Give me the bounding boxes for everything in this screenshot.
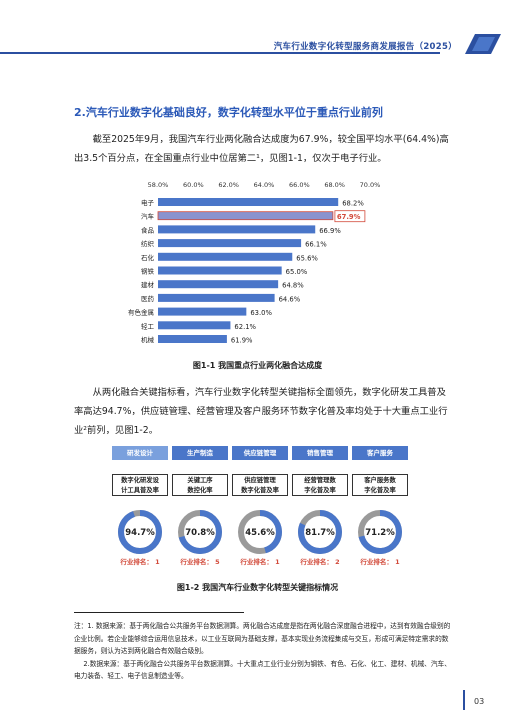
bar [158, 321, 231, 330]
x-tick-label: 60.0% [183, 181, 204, 189]
donut-fill [178, 510, 222, 554]
donut-value-label: 70.8% [185, 528, 215, 538]
x-tick-label: 68.0% [324, 181, 345, 189]
bar [158, 252, 293, 261]
bar-value-label: 65.0% [286, 268, 308, 276]
category-label: 食品 [141, 225, 154, 234]
metric-name-box: 关键工序 数控化率 [172, 474, 228, 496]
metric-donut: 71.2% [358, 510, 402, 554]
donut-value-label: 45.6% [245, 528, 275, 538]
bar [158, 198, 339, 206]
header-rule [0, 52, 440, 54]
donut-fill [298, 510, 342, 554]
donut-value-label: 94.7% [125, 528, 155, 538]
category-header: 供应链管理 [232, 446, 288, 460]
x-tick-label: 64.0% [254, 181, 275, 189]
metric-name-line1: 关键工序 [187, 477, 213, 484]
bar [158, 225, 316, 234]
metric-name-line1: 供应链管理 [244, 477, 276, 484]
metric-donut: 45.6% [238, 510, 282, 554]
footnote-divider [74, 612, 244, 613]
industry-rank: 行业排名： 5 [180, 558, 220, 566]
paragraph-1: 截至2025年9月，我国汽车行业两化融合达成度为67.9%，较全国平均水平(64… [74, 134, 449, 164]
category-label: 石化 [141, 253, 155, 262]
bar-highlight [157, 211, 334, 221]
donut-value-label: 81.7% [305, 528, 335, 538]
section-title: 2.汽车行业数字化基础良好，数字化转型水平位于重点行业前列 [74, 106, 383, 119]
metric-donut: 94.7% [118, 510, 162, 554]
industry-rank: 行业排名： 2 [300, 558, 340, 566]
bar-value-label: 65.6% [296, 254, 318, 262]
highlight-value-box [334, 210, 366, 223]
donut-fill [358, 510, 402, 554]
bar-value-label: 64.8% [282, 282, 304, 290]
footnote-1: 注：1. 数据来源：基于两化融合公共服务平台数据测算。两化融合达成度是指在两化融… [74, 622, 451, 655]
metric-donut: 81.7% [298, 510, 342, 554]
paragraph-2: 从两化融合关键指标看，汽车行业数字化转型关键指标全面领先，数字化研发工具普及率高… [74, 387, 448, 436]
category-header: 销售管理 [292, 446, 348, 460]
category-label: 电子 [141, 198, 155, 207]
figure-2-caption: 图1-2 我国汽车行业数字化转型关键指标情况 [176, 583, 339, 592]
donut-fill [238, 510, 282, 554]
bar-value-label: 68.2% [342, 200, 364, 208]
category-label: 汽车 [141, 212, 155, 221]
header-decoration-icon [465, 34, 501, 54]
bar-value-label: 61.9% [231, 337, 253, 345]
category-header: 研发设计 [112, 446, 168, 460]
bar [158, 307, 247, 316]
metric-name-box: 数字化研发设 计工具普及率 [112, 474, 168, 496]
page-number-rule [463, 690, 465, 710]
x-tick-label: 58.0% [148, 181, 169, 189]
category-label: 有色金属 [128, 308, 154, 317]
footnote-2: 2.数据来源：基于两化融合公共服务平台数据测算。十大重点工业行业分别为钢铁、有色… [74, 659, 451, 681]
metric-name-box: 客户服务数字化普及率 [352, 474, 408, 496]
x-tick-label: 66.0% [289, 181, 310, 189]
bar [158, 266, 282, 275]
industry-rank: 行业排名： 1 [120, 558, 160, 566]
header-title: 汽车行业数字化转型服务商发展报告（2025） [273, 42, 457, 52]
donut-fill [118, 510, 162, 554]
bar [158, 293, 275, 302]
category-header: 客户服务 [352, 446, 408, 460]
category-label: 钢铁 [141, 267, 155, 276]
bar-value-label: 66.9% [319, 227, 341, 235]
bar-value-label: 66.1% [305, 241, 327, 249]
metric-name-box: 经营管理数字化普及率 [292, 474, 348, 496]
page-header: 汽车行业数字化转型服务商发展报告（2025） [0, 0, 515, 62]
industry-integration-bar-chart: 58.0% 60.0% 62.0% 64.0% 66.0% 68.0% 70.0% 电子 68.… [128, 181, 381, 345]
metric-name-line2: 计工具普及率 [121, 486, 159, 494]
footnotes: 注：1. 数据来源：基于两化融合公共服务平台数据测算。两化融合达成度是指在两化融… [74, 620, 454, 683]
metric-name-line1: 经营管理数 [304, 477, 336, 484]
metric-name-box: 供应链管理数字化普及率 [232, 474, 288, 496]
metric-donut: 70.8% [178, 510, 222, 554]
bar-value-label: 67.9% [337, 213, 361, 221]
category-label: 医药 [141, 294, 155, 303]
metric-name-line1: 客户服务数 [364, 477, 396, 484]
industry-rank: 行业排名： 1 [240, 558, 280, 566]
category-label: 机械 [141, 335, 155, 344]
bar [158, 335, 227, 343]
metric-name-line2: 字化普及率 [364, 486, 396, 494]
category-label: 建材 [141, 280, 155, 289]
bar [158, 280, 279, 289]
metric-name-line2: 字化普及率 [304, 486, 336, 494]
metric-name-line2: 数字化普及率 [241, 486, 279, 494]
figure-1-caption: 图1-1 我国重点行业两化融合达成度 [192, 361, 323, 370]
bar [158, 239, 302, 248]
metric-name-line1: 数字化研发设 [121, 477, 159, 484]
x-tick-label: 70.0% [360, 181, 381, 189]
bar-value-label: 62.1% [234, 323, 256, 331]
metric-name-line2: 数控化率 [187, 486, 213, 494]
donut-value-label: 71.2% [365, 528, 395, 538]
category-row: 研发设计 生产制造 供应链管理 销售管理 客户服务 [110, 446, 410, 460]
category-header: 生产制造 [172, 446, 228, 460]
industry-rank: 行业排名： 1 [360, 558, 400, 566]
category-label: 纺织 [141, 239, 155, 248]
key-metrics-panel: 研发设计 生产制造 供应链管理 销售管理 客户服务 数字化研发设 计工具普及率 94.7% 行… [110, 446, 410, 572]
category-label: 轻工 [141, 321, 155, 330]
bar-value-label: 64.6% [279, 295, 301, 303]
x-tick-label: 62.0% [218, 181, 239, 189]
bar-value-label: 63.0% [250, 309, 272, 317]
page-number: 03 [474, 697, 485, 706]
